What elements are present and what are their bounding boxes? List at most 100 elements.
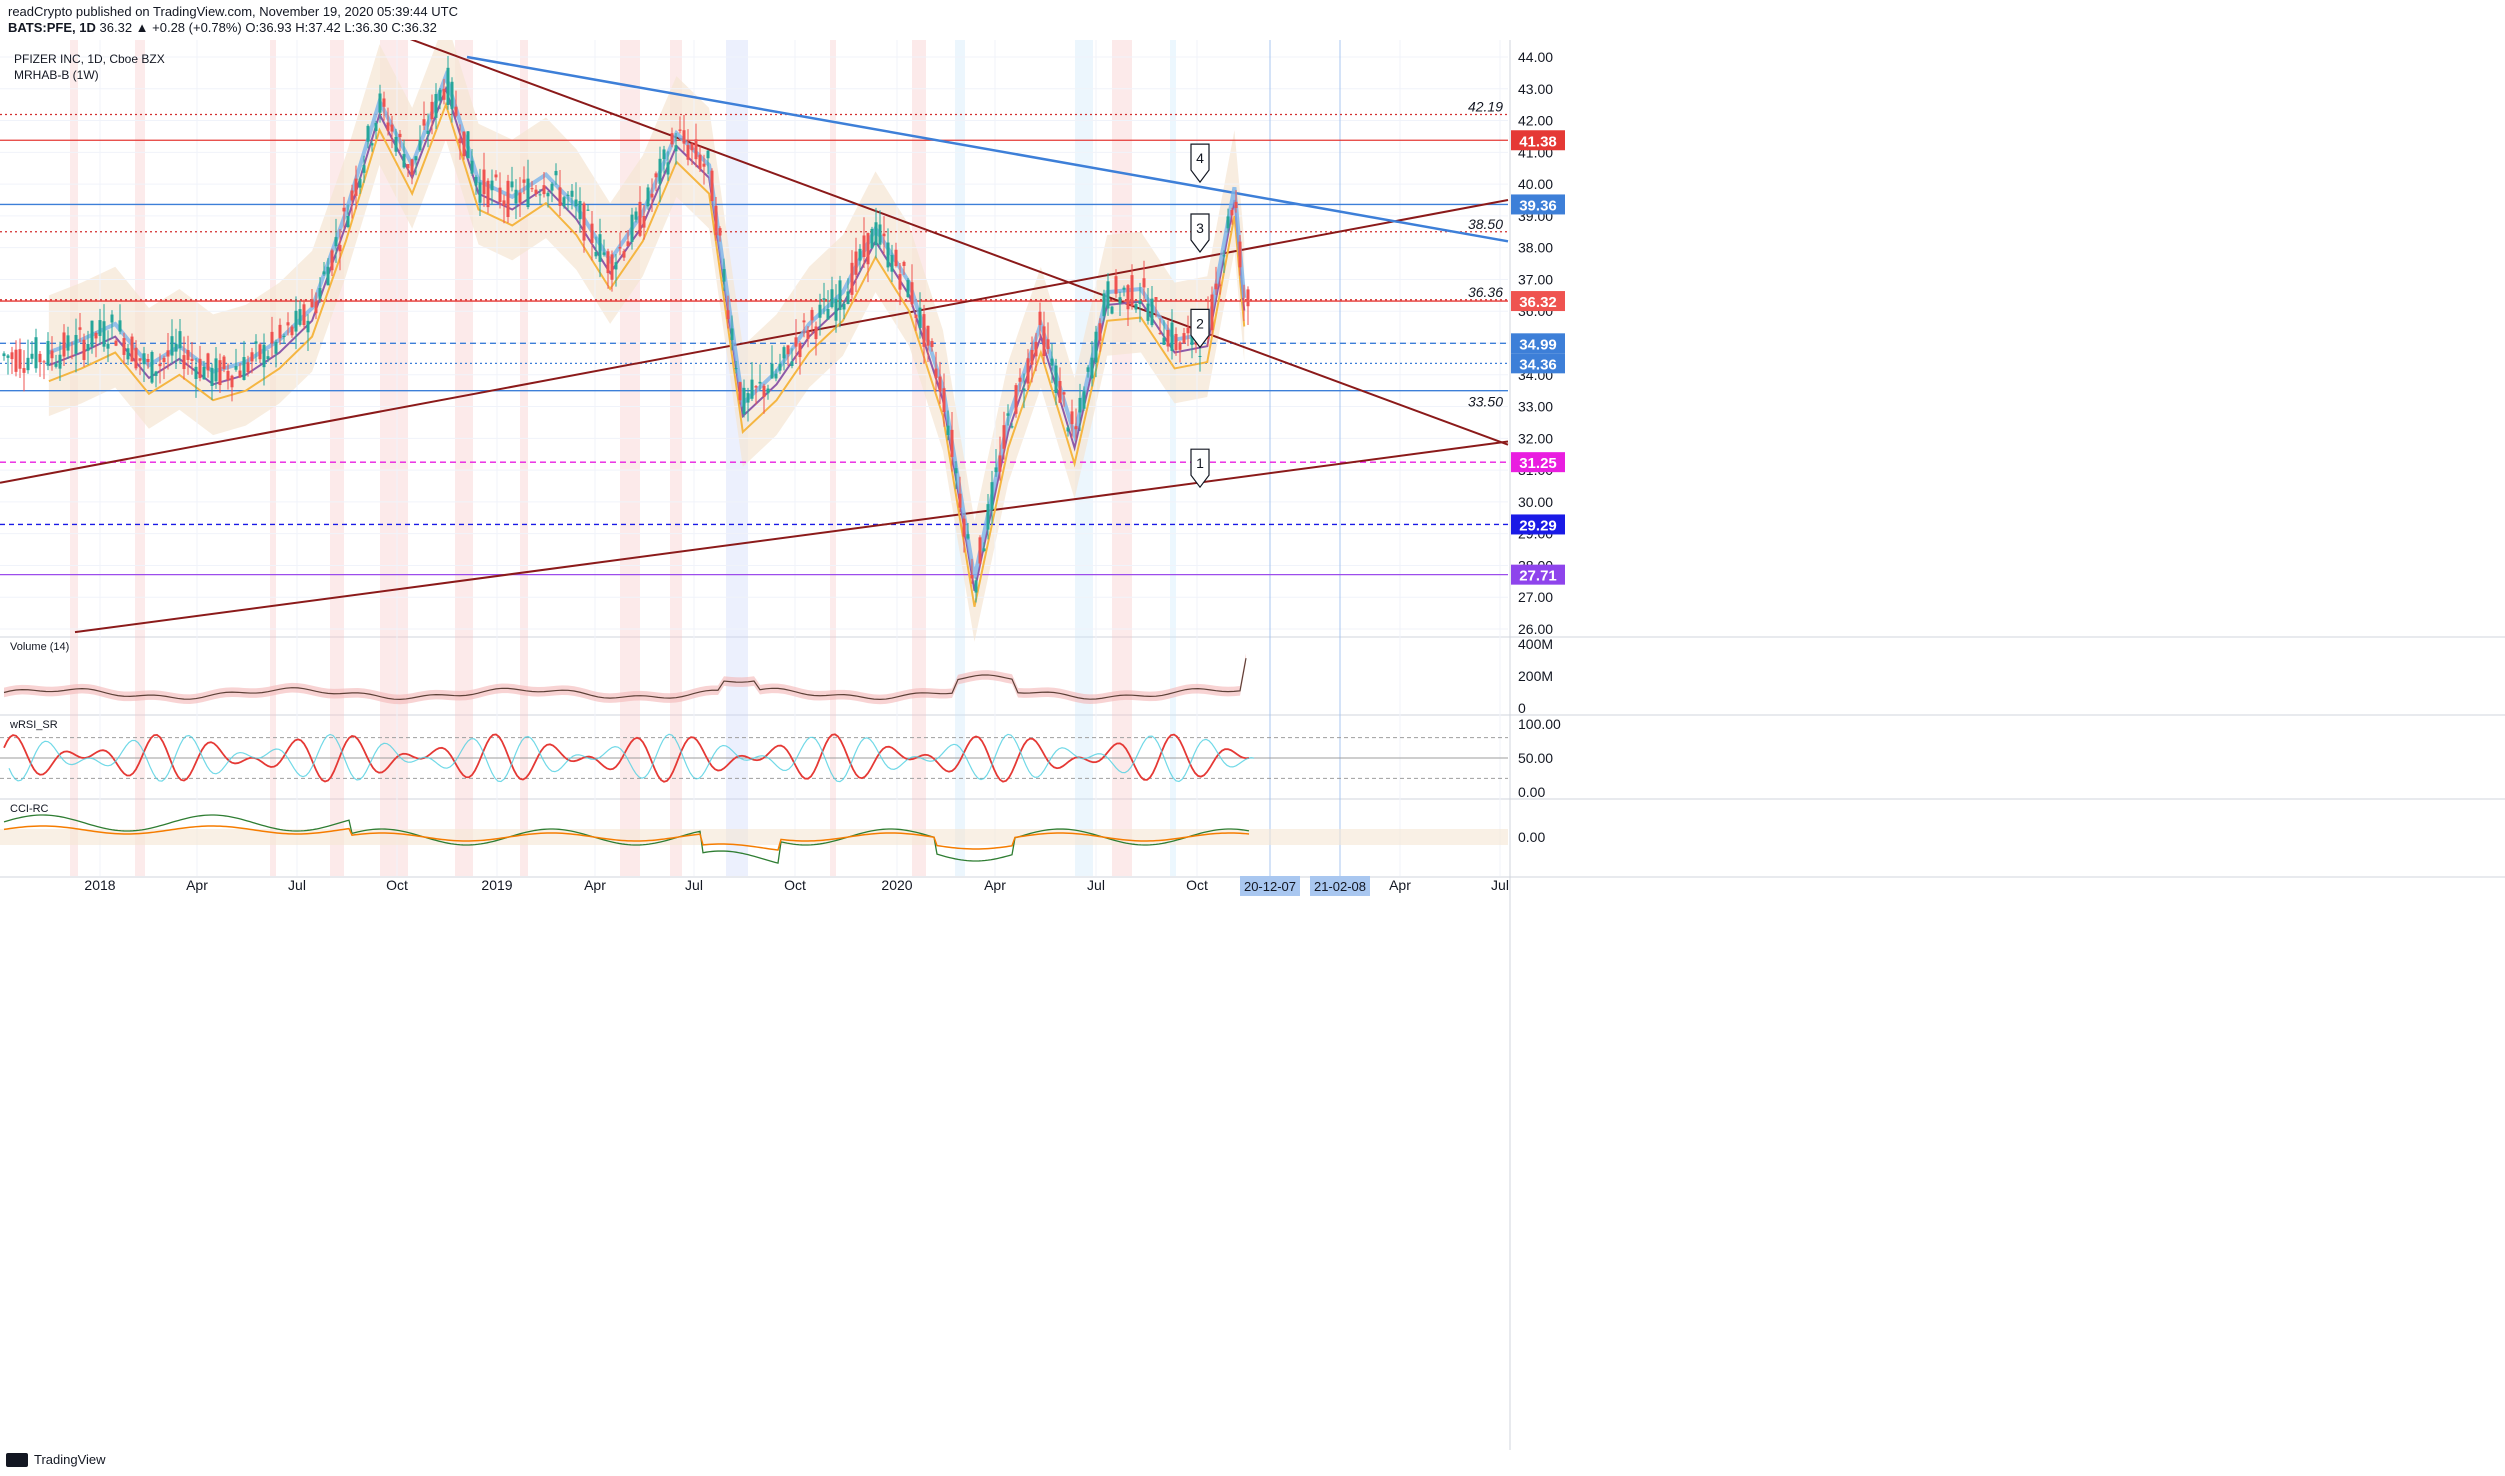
price-tick-label: 42.00 (1518, 113, 1553, 129)
candle-body (850, 262, 854, 295)
candle-body (134, 347, 138, 369)
candle-body (706, 150, 710, 159)
candle-body (846, 291, 850, 304)
candle-body (1062, 392, 1066, 395)
candle-body (934, 368, 938, 379)
price-tick-label: 26.00 (1518, 621, 1553, 637)
candle-body (794, 337, 798, 347)
price-tick-label: 38.00 (1518, 240, 1553, 256)
candle-body (1226, 216, 1230, 229)
candle-body (158, 363, 162, 367)
candle-body (1134, 304, 1138, 310)
candle-body (102, 321, 106, 347)
candle-body (322, 271, 326, 275)
price-tick-label: 32.00 (1518, 430, 1553, 446)
candle-body (642, 216, 646, 228)
candle-body (530, 188, 534, 190)
candle-body (970, 574, 974, 579)
price-tag (1511, 194, 1565, 215)
ascending-trendline-upper (0, 199, 1509, 484)
candle-body (1106, 281, 1110, 309)
candle-body (798, 343, 802, 357)
candle-body (754, 386, 758, 388)
candle-body (1030, 349, 1034, 365)
candle-body (994, 467, 998, 473)
candle-body (586, 209, 590, 211)
callout-label: 2 (1196, 315, 1204, 331)
candle-body (1154, 297, 1158, 302)
symbol-label: BATS:PFE, 1D (8, 20, 96, 35)
candle-body (222, 356, 226, 369)
future-date-label: 20-12-07 (1244, 879, 1296, 894)
candle-body (334, 237, 338, 247)
candle-body (714, 205, 718, 236)
candle-body (946, 425, 950, 436)
candle-body (782, 347, 786, 359)
candle-body (494, 174, 498, 178)
candle-body (506, 180, 510, 218)
candle-body (890, 255, 894, 272)
candle-body (750, 379, 754, 399)
candle-body (938, 376, 942, 392)
candle-body (482, 169, 486, 195)
candle-body (178, 331, 182, 349)
candle-body (910, 282, 914, 305)
candle-body (1166, 329, 1170, 347)
candle-body (822, 298, 826, 300)
candle-body (610, 254, 614, 280)
candle-body (582, 203, 586, 241)
candle-body (170, 336, 174, 356)
candle-body (1230, 210, 1234, 216)
callout-marker (1190, 143, 1210, 184)
price-tag (1511, 333, 1565, 354)
candle-body (1046, 339, 1050, 349)
candle-body (746, 393, 750, 403)
callout-marker (1190, 448, 1210, 489)
candle-body (1198, 355, 1202, 357)
callout-label: 1 (1196, 455, 1204, 471)
candle-body (1210, 294, 1214, 331)
candle-body (658, 158, 662, 184)
candle-body (942, 388, 946, 412)
candle-body (22, 368, 26, 373)
candle-body (350, 190, 354, 201)
candle-body (390, 124, 394, 132)
candle-body (854, 251, 858, 275)
candle-body (442, 88, 446, 100)
candle-body (46, 341, 50, 366)
candle-body (1070, 411, 1074, 425)
oscillator-signal-line (8, 733, 1255, 783)
candle-body (330, 250, 334, 271)
candle-body (626, 241, 630, 247)
candle-body (326, 266, 330, 286)
candle-body (1090, 357, 1094, 379)
price-tag-label: 41.38 (1519, 133, 1557, 150)
candle-body (590, 223, 594, 243)
candle-body (54, 363, 58, 367)
candle-body (866, 233, 870, 265)
candle-body (246, 362, 250, 373)
candle-body (638, 201, 642, 236)
candle-body (354, 178, 358, 196)
cci-ma-line (3, 825, 1250, 851)
ohlc-readout: 36.32 ▲ +0.28 (+0.78%) O:36.93 H:37.42 L… (99, 20, 437, 35)
candle-body (842, 303, 846, 310)
candle-body (314, 301, 318, 314)
candle-body (758, 381, 762, 384)
candle-body (318, 288, 322, 299)
candle-body (474, 177, 478, 186)
level-label: 42.19 (1468, 99, 1503, 115)
chart-canvas[interactable]: 44.0043.0042.0041.0040.0039.0038.0037.00… (0, 40, 2505, 1450)
candle-body (342, 207, 346, 212)
candle-body (438, 89, 442, 101)
footer-brand[interactable]: TradingView (34, 1452, 106, 1467)
callout-marker (1190, 213, 1210, 254)
candle-body (202, 366, 206, 380)
candle-body (670, 133, 674, 145)
candle-body (174, 343, 178, 352)
candle-body (166, 350, 170, 357)
candle-body (814, 326, 818, 340)
candle-body (126, 348, 130, 360)
candle-body (514, 189, 518, 204)
candle-body (526, 178, 530, 208)
